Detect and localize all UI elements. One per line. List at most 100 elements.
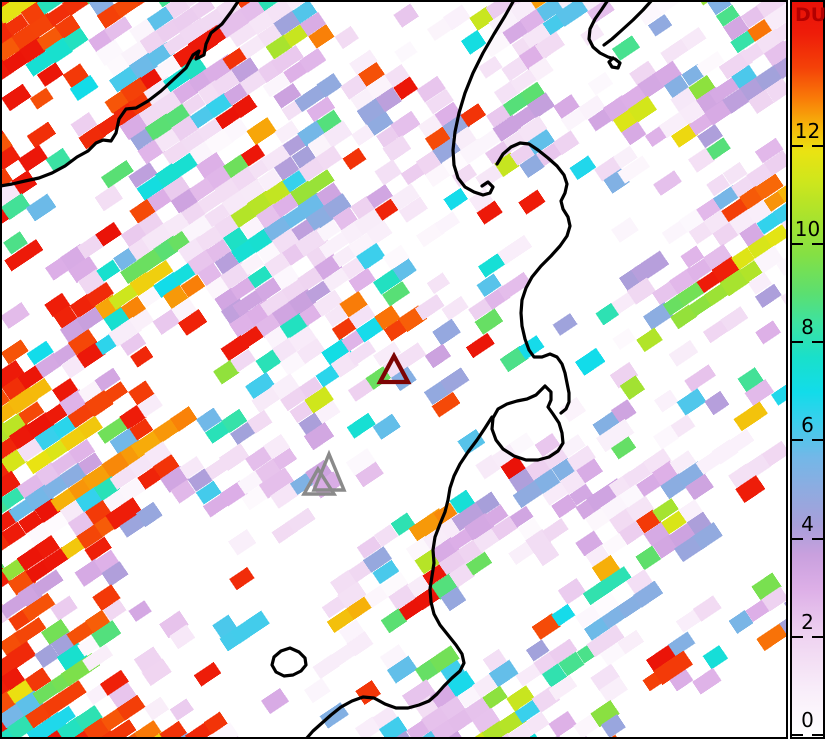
data-pixel: [195, 225, 225, 252]
data-pixel: [688, 147, 715, 173]
data-pixel: [44, 439, 69, 462]
data-pixel: [600, 494, 629, 522]
data-pixel: [92, 584, 121, 611]
data-pixel: [647, 14, 673, 37]
data-pixel: [472, 707, 501, 735]
triangle-marker-gray-lower: [301, 465, 338, 496]
data-pixel: [306, 169, 335, 195]
data-pixel: [74, 705, 103, 732]
data-pixel: [748, 272, 772, 295]
data-pixel: [316, 182, 342, 207]
data-pixel: [715, 4, 740, 27]
data-pixel: [775, 245, 788, 276]
coastline: [587, 0, 622, 70]
data-pixel: [70, 112, 98, 137]
data-pixel: [272, 264, 300, 291]
data-pixel: [531, 613, 561, 640]
data-pixel: [0, 302, 30, 329]
data-pixel: [292, 0, 318, 24]
data-pixel: [246, 117, 277, 146]
data-pixel: [756, 0, 785, 19]
data-pixel: [91, 620, 122, 648]
data-pixel: [255, 276, 284, 302]
coastline: [451, 0, 516, 197]
data-pixel: [460, 103, 487, 127]
data-pixel: [542, 445, 570, 470]
data-pixel: [432, 318, 461, 346]
data-pixel: [0, 666, 26, 691]
data-pixel: [35, 535, 61, 559]
data-pixel: [187, 248, 216, 276]
data-pixel: [508, 541, 535, 565]
data-pixel: [159, 610, 189, 639]
data-pixel: [500, 455, 527, 481]
data-pixel: [28, 377, 53, 401]
data-pixel: [351, 123, 375, 147]
data-pixel: [688, 221, 714, 245]
data-pixel: [338, 619, 365, 644]
data-pixel: [558, 651, 585, 677]
data-pixel: [31, 569, 64, 598]
coastline: [490, 384, 565, 462]
data-pixel: [271, 227, 301, 255]
data-pixel: [374, 305, 401, 331]
data-pixel: [82, 644, 114, 672]
data-pixel: [215, 106, 241, 130]
data-pixel: [575, 603, 603, 629]
data-pixel: [412, 729, 443, 739]
data-pixel: [390, 110, 421, 139]
data-pixel: [18, 401, 45, 425]
data-pixel: [232, 94, 258, 119]
data-pixel: [60, 536, 86, 560]
data-pixel: [0, 728, 16, 739]
data-pixel: [533, 468, 561, 494]
data-pixel: [17, 436, 46, 463]
data-pixel: [53, 305, 79, 330]
data-pixel: [594, 155, 623, 182]
data-pixel: [271, 373, 300, 400]
data-pixel: [612, 327, 636, 350]
data-pixel: [375, 87, 402, 113]
data-pixel: [240, 216, 265, 240]
data-pixel: [205, 165, 233, 191]
data-pixel: [728, 610, 754, 634]
data-pixel: [297, 192, 327, 219]
data-pixel: [205, 92, 233, 118]
data-pixel: [519, 8, 547, 33]
data-pixel: [85, 609, 111, 634]
data-pixel: [525, 528, 552, 555]
data-pixel: [517, 517, 543, 541]
data-pixel: [265, 34, 293, 60]
data-pixel: [196, 407, 223, 433]
data-pixel: [772, 199, 788, 224]
data-pixel: [138, 211, 164, 236]
data-pixel: [25, 704, 51, 729]
data-pixel: [390, 183, 420, 211]
data-pixel: [451, 163, 478, 187]
data-pixel: [263, 252, 292, 278]
data-pixel: [283, 23, 309, 48]
data-pixel: [68, 256, 98, 284]
data-pixel: [129, 418, 154, 441]
data-pixel: [476, 200, 503, 225]
data-pixel: [341, 329, 366, 352]
data-pixel: [617, 155, 651, 184]
data-pixel: [372, 705, 398, 730]
data-pixel: [626, 569, 654, 595]
data-pixel: [654, 389, 679, 413]
data-pixel: [69, 74, 99, 101]
data-pixel: [389, 730, 414, 739]
data-pixel: [84, 536, 112, 562]
data-pixel: [534, 31, 565, 60]
data-pixel: [237, 324, 266, 350]
data-pixel: [524, 711, 550, 735]
data-pixel: [137, 466, 162, 490]
coastline: [602, 0, 654, 47]
data-pixel: [586, 624, 625, 658]
data-pixel: [296, 338, 326, 365]
data-pixel: [719, 268, 750, 297]
data-pixel: [26, 340, 54, 366]
data-pixel: [284, 0, 309, 11]
data-pixel: [239, 178, 266, 204]
data-pixel: [559, 470, 586, 495]
